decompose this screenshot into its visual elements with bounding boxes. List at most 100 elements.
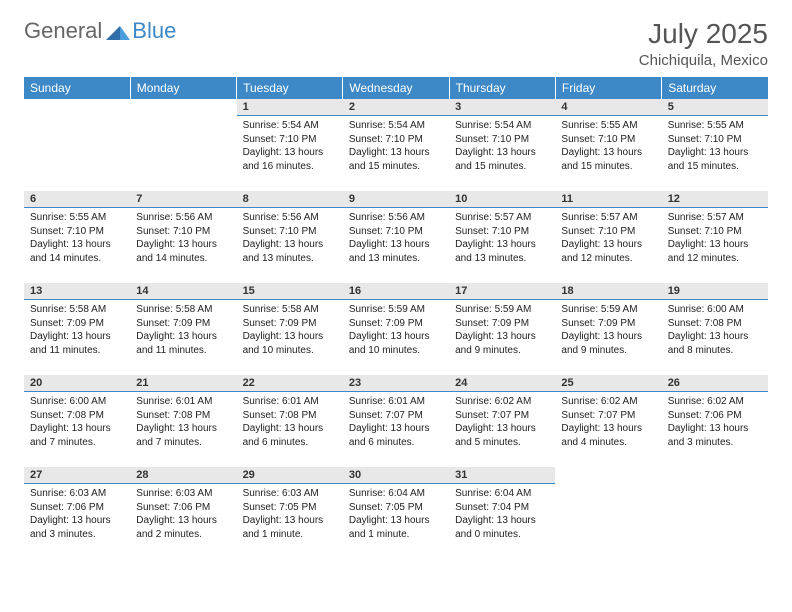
calendar-day-cell: 27Sunrise: 6:03 AMSunset: 7:06 PMDayligh…	[24, 467, 130, 559]
day-number: 6	[24, 191, 130, 208]
calendar-day-cell	[24, 99, 130, 191]
day-number: 21	[130, 375, 236, 392]
day-number: 7	[130, 191, 236, 208]
day-number: 3	[449, 99, 555, 116]
calendar-body: 1Sunrise: 5:54 AMSunset: 7:10 PMDaylight…	[24, 99, 768, 559]
weekday-header: Friday	[555, 77, 661, 99]
calendar-day-cell: 6Sunrise: 5:55 AMSunset: 7:10 PMDaylight…	[24, 191, 130, 283]
day-details: Sunrise: 5:55 AMSunset: 7:10 PMDaylight:…	[555, 116, 661, 176]
calendar-day-cell: 31Sunrise: 6:04 AMSunset: 7:04 PMDayligh…	[449, 467, 555, 559]
day-number: 17	[449, 283, 555, 300]
weekday-header: Wednesday	[343, 77, 449, 99]
calendar-day-cell: 18Sunrise: 5:59 AMSunset: 7:09 PMDayligh…	[555, 283, 661, 375]
calendar-day-cell: 11Sunrise: 5:57 AMSunset: 7:10 PMDayligh…	[555, 191, 661, 283]
calendar-day-cell: 20Sunrise: 6:00 AMSunset: 7:08 PMDayligh…	[24, 375, 130, 467]
calendar-day-cell: 10Sunrise: 5:57 AMSunset: 7:10 PMDayligh…	[449, 191, 555, 283]
calendar-day-cell: 19Sunrise: 6:00 AMSunset: 7:08 PMDayligh…	[662, 283, 768, 375]
day-number: 22	[237, 375, 343, 392]
day-number: 20	[24, 375, 130, 392]
calendar-day-cell: 22Sunrise: 6:01 AMSunset: 7:08 PMDayligh…	[237, 375, 343, 467]
weekday-header: Saturday	[662, 77, 768, 99]
day-number: 5	[662, 99, 768, 116]
day-details: Sunrise: 6:01 AMSunset: 7:08 PMDaylight:…	[237, 392, 343, 452]
day-number: 16	[343, 283, 449, 300]
day-number: 4	[555, 99, 661, 116]
calendar-week-row: 1Sunrise: 5:54 AMSunset: 7:10 PMDaylight…	[24, 99, 768, 191]
day-number: 31	[449, 467, 555, 484]
location: Chichiquila, Mexico	[639, 52, 768, 69]
day-details: Sunrise: 6:01 AMSunset: 7:08 PMDaylight:…	[130, 392, 236, 452]
day-details: Sunrise: 5:57 AMSunset: 7:10 PMDaylight:…	[555, 208, 661, 268]
day-number: 30	[343, 467, 449, 484]
calendar-day-cell: 4Sunrise: 5:55 AMSunset: 7:10 PMDaylight…	[555, 99, 661, 191]
day-details: Sunrise: 5:56 AMSunset: 7:10 PMDaylight:…	[343, 208, 449, 268]
day-details: Sunrise: 5:58 AMSunset: 7:09 PMDaylight:…	[130, 300, 236, 360]
calendar-week-row: 13Sunrise: 5:58 AMSunset: 7:09 PMDayligh…	[24, 283, 768, 375]
calendar-day-cell: 5Sunrise: 5:55 AMSunset: 7:10 PMDaylight…	[662, 99, 768, 191]
calendar-day-cell: 14Sunrise: 5:58 AMSunset: 7:09 PMDayligh…	[130, 283, 236, 375]
calendar-week-row: 6Sunrise: 5:55 AMSunset: 7:10 PMDaylight…	[24, 191, 768, 283]
day-number: 12	[662, 191, 768, 208]
calendar-day-cell: 23Sunrise: 6:01 AMSunset: 7:07 PMDayligh…	[343, 375, 449, 467]
day-details: Sunrise: 5:54 AMSunset: 7:10 PMDaylight:…	[449, 116, 555, 176]
day-number: 26	[662, 375, 768, 392]
day-number: 23	[343, 375, 449, 392]
day-details: Sunrise: 5:58 AMSunset: 7:09 PMDaylight:…	[24, 300, 130, 360]
calendar-week-row: 27Sunrise: 6:03 AMSunset: 7:06 PMDayligh…	[24, 467, 768, 559]
logo: General Blue	[24, 18, 176, 44]
day-details: Sunrise: 5:54 AMSunset: 7:10 PMDaylight:…	[237, 116, 343, 176]
day-number: 25	[555, 375, 661, 392]
day-details: Sunrise: 5:56 AMSunset: 7:10 PMDaylight:…	[237, 208, 343, 268]
day-details: Sunrise: 6:01 AMSunset: 7:07 PMDaylight:…	[343, 392, 449, 452]
calendar-day-cell: 24Sunrise: 6:02 AMSunset: 7:07 PMDayligh…	[449, 375, 555, 467]
day-number: 14	[130, 283, 236, 300]
day-details: Sunrise: 6:03 AMSunset: 7:06 PMDaylight:…	[24, 484, 130, 544]
logo-triangle-icon	[106, 22, 130, 40]
day-number: 1	[237, 99, 343, 116]
calendar-day-cell: 30Sunrise: 6:04 AMSunset: 7:05 PMDayligh…	[343, 467, 449, 559]
day-number: 10	[449, 191, 555, 208]
day-details: Sunrise: 6:04 AMSunset: 7:04 PMDaylight:…	[449, 484, 555, 544]
calendar-day-cell	[130, 99, 236, 191]
day-number: 28	[130, 467, 236, 484]
calendar-day-cell: 25Sunrise: 6:02 AMSunset: 7:07 PMDayligh…	[555, 375, 661, 467]
day-number: 9	[343, 191, 449, 208]
day-details: Sunrise: 5:59 AMSunset: 7:09 PMDaylight:…	[449, 300, 555, 360]
day-details: Sunrise: 5:56 AMSunset: 7:10 PMDaylight:…	[130, 208, 236, 268]
day-number: 24	[449, 375, 555, 392]
day-details: Sunrise: 5:55 AMSunset: 7:10 PMDaylight:…	[24, 208, 130, 268]
day-number: 2	[343, 99, 449, 116]
weekday-header: Sunday	[24, 77, 130, 99]
month-title: July 2025	[639, 18, 768, 50]
calendar-day-cell: 9Sunrise: 5:56 AMSunset: 7:10 PMDaylight…	[343, 191, 449, 283]
day-details: Sunrise: 5:58 AMSunset: 7:09 PMDaylight:…	[237, 300, 343, 360]
day-number: 29	[237, 467, 343, 484]
title-block: July 2025 Chichiquila, Mexico	[639, 18, 768, 69]
calendar-day-cell: 7Sunrise: 5:56 AMSunset: 7:10 PMDaylight…	[130, 191, 236, 283]
calendar-day-cell: 8Sunrise: 5:56 AMSunset: 7:10 PMDaylight…	[237, 191, 343, 283]
day-details: Sunrise: 6:03 AMSunset: 7:06 PMDaylight:…	[130, 484, 236, 544]
day-details: Sunrise: 6:02 AMSunset: 7:06 PMDaylight:…	[662, 392, 768, 452]
calendar-table: Sunday Monday Tuesday Wednesday Thursday…	[24, 77, 768, 559]
day-details: Sunrise: 6:00 AMSunset: 7:08 PMDaylight:…	[662, 300, 768, 360]
calendar-day-cell: 12Sunrise: 5:57 AMSunset: 7:10 PMDayligh…	[662, 191, 768, 283]
day-details: Sunrise: 5:57 AMSunset: 7:10 PMDaylight:…	[662, 208, 768, 268]
day-details: Sunrise: 6:00 AMSunset: 7:08 PMDaylight:…	[24, 392, 130, 452]
day-details: Sunrise: 6:03 AMSunset: 7:05 PMDaylight:…	[237, 484, 343, 544]
logo-text-1: General	[24, 18, 102, 44]
calendar-day-cell: 29Sunrise: 6:03 AMSunset: 7:05 PMDayligh…	[237, 467, 343, 559]
calendar-day-cell: 21Sunrise: 6:01 AMSunset: 7:08 PMDayligh…	[130, 375, 236, 467]
calendar-day-cell: 1Sunrise: 5:54 AMSunset: 7:10 PMDaylight…	[237, 99, 343, 191]
day-details: Sunrise: 5:54 AMSunset: 7:10 PMDaylight:…	[343, 116, 449, 176]
day-number: 13	[24, 283, 130, 300]
calendar-day-cell: 17Sunrise: 5:59 AMSunset: 7:09 PMDayligh…	[449, 283, 555, 375]
day-details: Sunrise: 5:57 AMSunset: 7:10 PMDaylight:…	[449, 208, 555, 268]
day-number: 8	[237, 191, 343, 208]
calendar-day-cell: 26Sunrise: 6:02 AMSunset: 7:06 PMDayligh…	[662, 375, 768, 467]
logo-text-2: Blue	[132, 18, 176, 44]
day-details: Sunrise: 5:59 AMSunset: 7:09 PMDaylight:…	[555, 300, 661, 360]
day-number: 15	[237, 283, 343, 300]
calendar-day-cell	[662, 467, 768, 559]
calendar-day-cell: 28Sunrise: 6:03 AMSunset: 7:06 PMDayligh…	[130, 467, 236, 559]
day-details: Sunrise: 6:02 AMSunset: 7:07 PMDaylight:…	[555, 392, 661, 452]
